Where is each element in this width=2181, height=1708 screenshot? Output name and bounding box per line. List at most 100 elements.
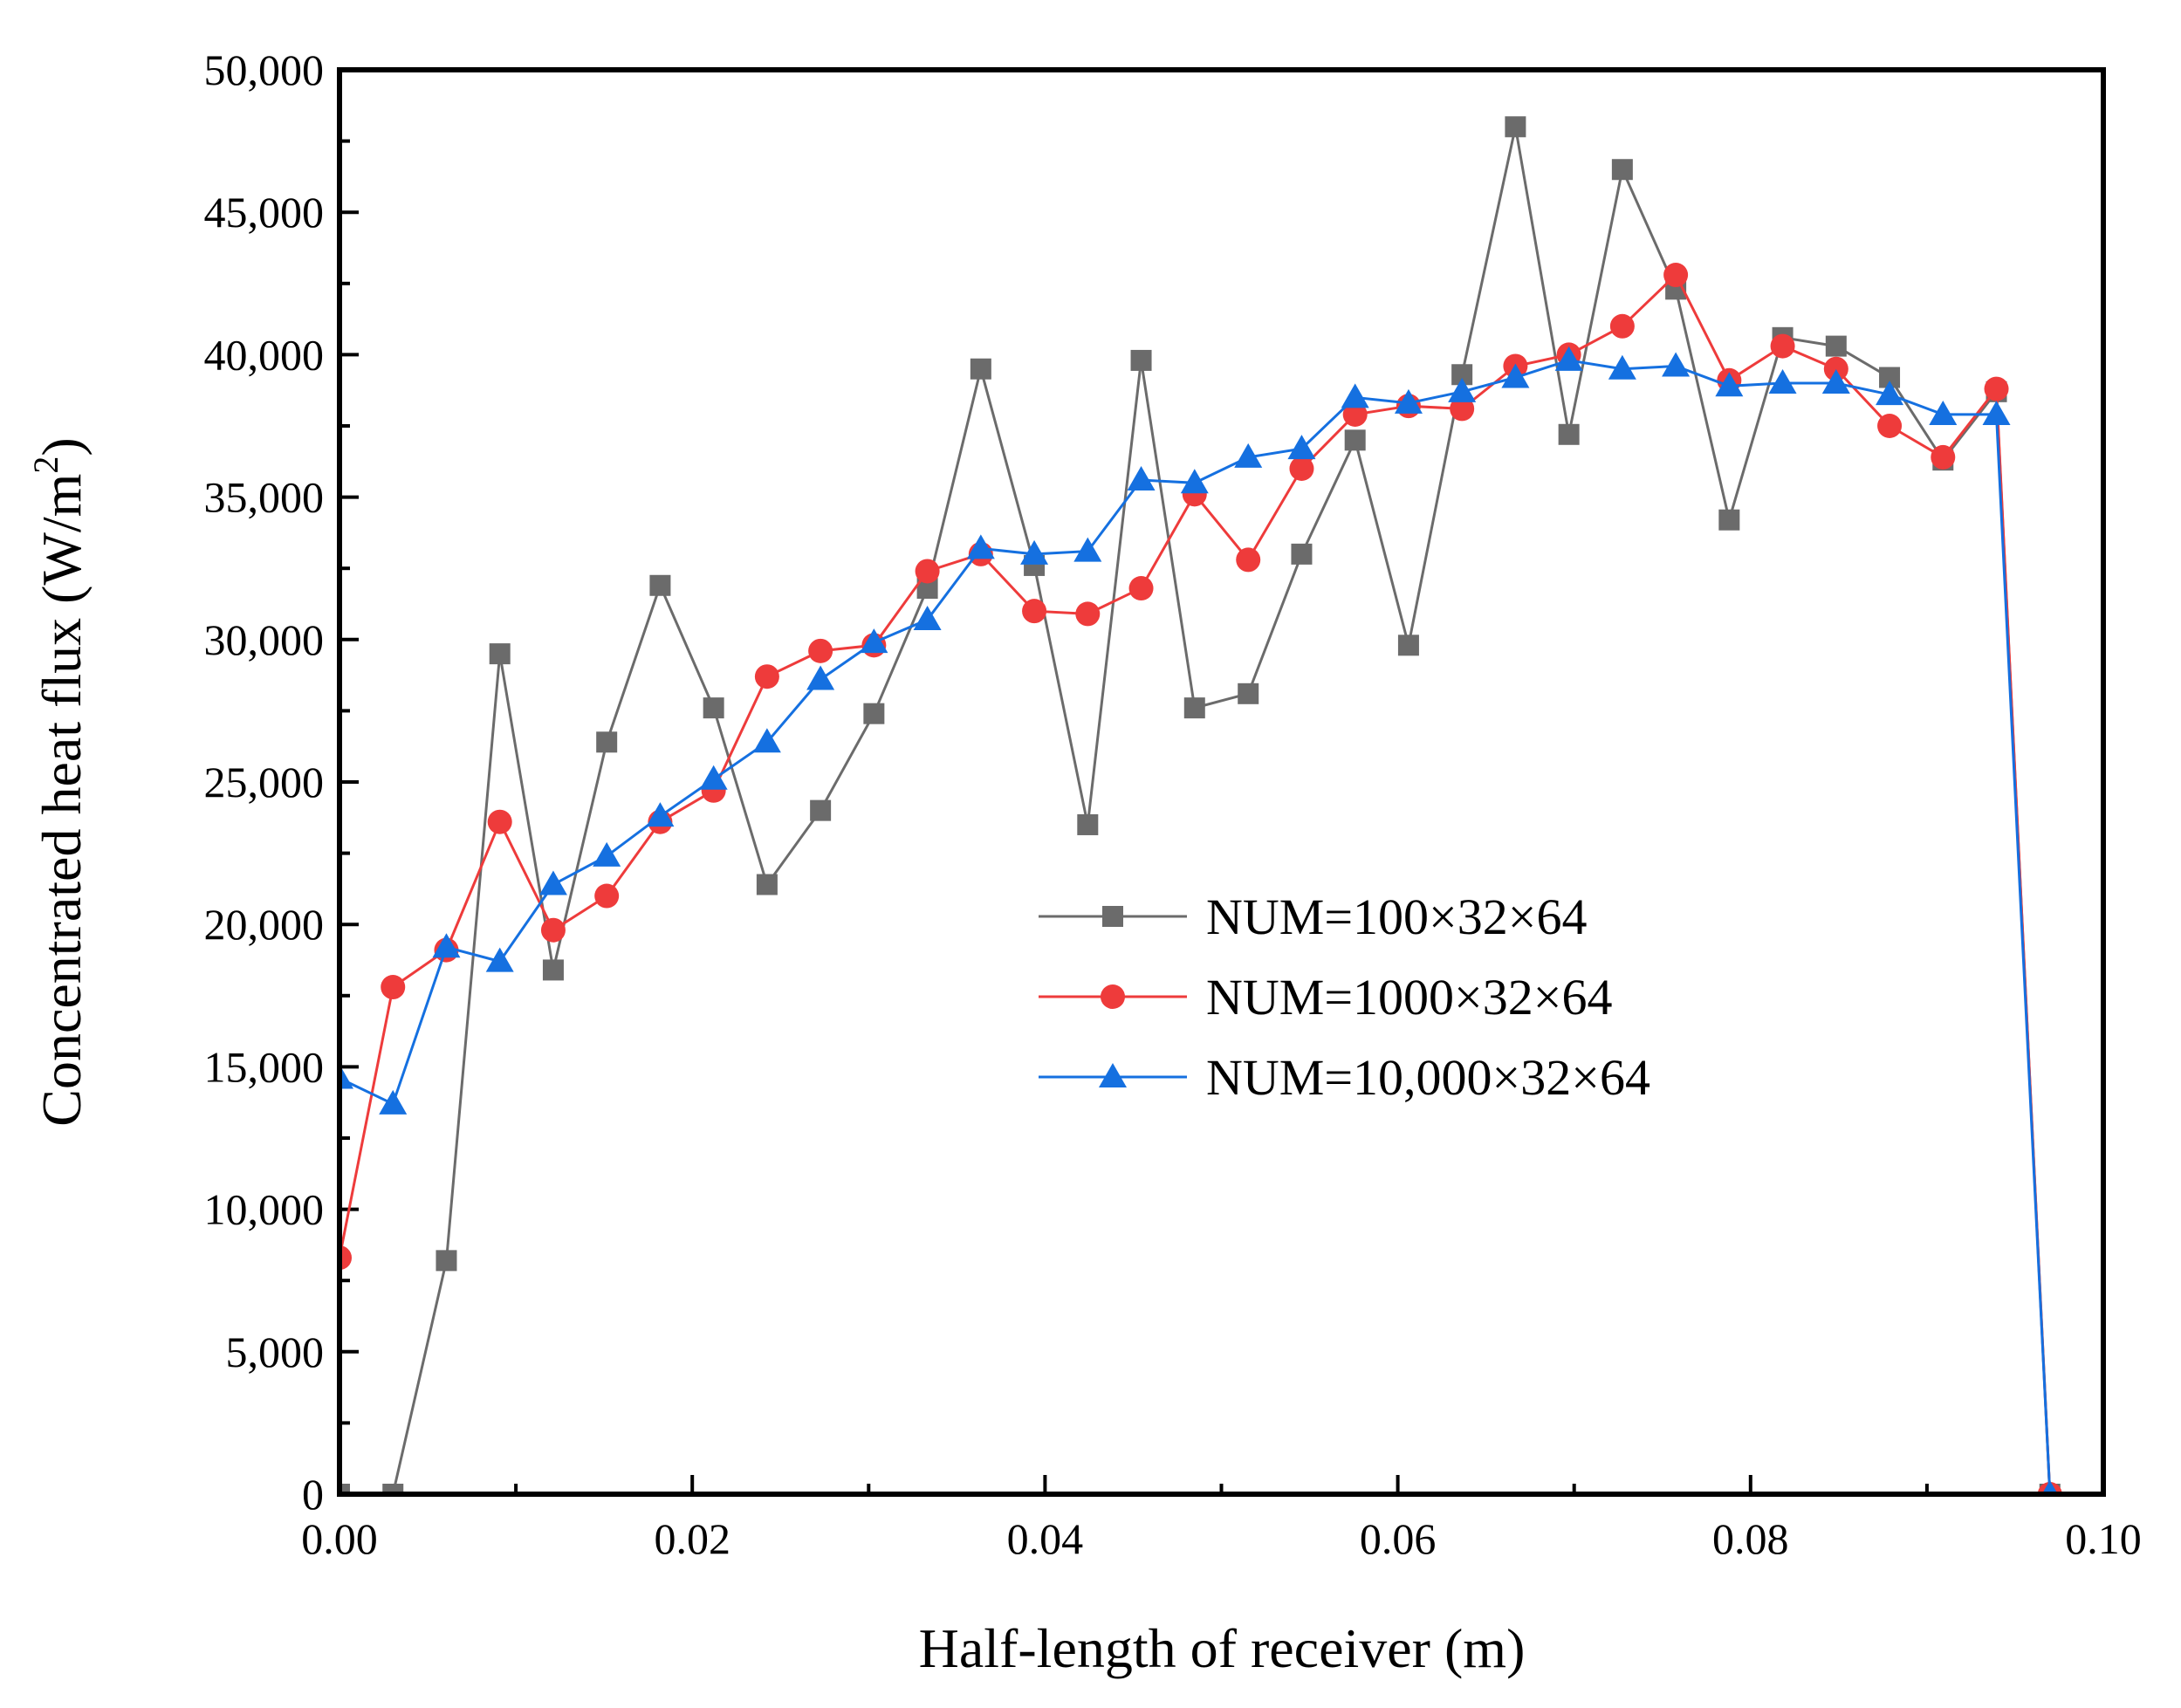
data-point — [540, 917, 566, 943]
data-point — [2041, 1480, 2058, 1494]
data-point — [1718, 509, 1740, 531]
data-point — [1127, 466, 1156, 491]
legend-marker — [1102, 906, 1123, 927]
x-axis-title: Half-length of receiver (m) — [919, 1617, 1526, 1679]
data-point — [646, 802, 675, 827]
legend: NUM=100×32×64 NUM=1000×32×64 NUM=10,000×32… — [1039, 888, 1650, 1106]
x-tick-label: 0.00 — [301, 1514, 378, 1563]
data-point — [1130, 349, 1152, 371]
data-point — [752, 728, 781, 753]
data-point — [1341, 383, 1369, 408]
data-point — [1501, 363, 1530, 388]
data-point — [596, 731, 618, 753]
y-tick-label: 45,000 — [204, 188, 325, 237]
data-point — [1825, 335, 1847, 357]
data-point — [489, 643, 511, 665]
series-2 — [337, 263, 2062, 1494]
data-point — [1183, 697, 1205, 719]
legend-label: NUM=1000×32×64 — [1206, 969, 1612, 1025]
data-point — [808, 638, 833, 663]
data-point — [436, 1250, 457, 1272]
data-point — [1823, 356, 1848, 381]
data-point — [381, 975, 406, 1000]
data-point — [913, 605, 942, 630]
data-point — [699, 765, 728, 790]
data-point — [966, 534, 995, 559]
data-point — [1929, 400, 1958, 425]
x-tick-label: 0.04 — [1007, 1514, 1084, 1563]
data-point — [863, 703, 885, 724]
data-point — [1128, 576, 1154, 601]
axis-ticks — [338, 68, 2105, 1496]
data-point — [810, 799, 832, 821]
data-point — [1073, 537, 1102, 562]
data-point — [1984, 376, 2009, 401]
data-point — [485, 947, 514, 972]
legend-label: NUM=100×32×64 — [1206, 888, 1587, 945]
data-point — [542, 959, 564, 981]
data-point — [1877, 414, 1903, 438]
data-point — [379, 1089, 408, 1115]
data-point — [649, 574, 671, 596]
data-point — [1768, 369, 1797, 394]
y-axis-title-main: Concentrated heat flux (W/m — [31, 474, 93, 1127]
y-tick-labels: 0 5,000 10,000 15,000 20,000 25,000 30,000 35,0… — [204, 45, 325, 1519]
data-point — [1662, 352, 1691, 377]
data-point — [1448, 377, 1477, 402]
data-point — [1663, 263, 1689, 288]
data-point — [593, 841, 621, 867]
series-line — [339, 359, 2052, 1494]
data-point — [806, 665, 835, 690]
data-point — [1234, 442, 1263, 468]
data-point — [1020, 539, 1049, 565]
y-tick-label: 0 — [302, 1470, 324, 1519]
x-tick-label: 0.02 — [654, 1514, 730, 1563]
y-tick-label: 25,000 — [204, 758, 325, 806]
series-line — [338, 272, 2052, 1494]
data-point — [703, 697, 724, 719]
x-tick-label: 0.08 — [1712, 1514, 1789, 1563]
y-tick-label: 20,000 — [204, 900, 325, 949]
data-point — [915, 559, 940, 584]
data-point — [754, 664, 779, 689]
legend-marker — [1099, 1063, 1127, 1087]
series-line — [339, 126, 2052, 1494]
series-3 — [337, 346, 2058, 1494]
data-point — [1821, 369, 1850, 394]
series-layer — [337, 116, 2062, 1494]
data-point — [1022, 599, 1047, 624]
data-point — [1611, 159, 1633, 181]
data-point — [432, 933, 461, 958]
y-axis-title: Concentrated heat flux (W/m2) — [26, 437, 93, 1126]
data-point — [1394, 388, 1423, 414]
y-tick-label: 10,000 — [204, 1185, 325, 1234]
data-point — [1609, 313, 1635, 339]
data-point — [1554, 346, 1583, 371]
data-point — [1291, 543, 1313, 565]
data-point — [1289, 456, 1314, 481]
data-point — [1180, 469, 1209, 494]
y-tick-label: 15,000 — [204, 1042, 325, 1091]
data-point — [1715, 372, 1744, 397]
data-point — [1450, 396, 1475, 422]
y-tick-label: 5,000 — [226, 1327, 325, 1376]
data-point — [1608, 354, 1636, 380]
legend-marker — [1101, 984, 1125, 1009]
y-tick-label: 40,000 — [204, 330, 325, 379]
series-1 — [337, 116, 2061, 1494]
data-point — [756, 874, 778, 895]
data-point — [1342, 401, 1368, 427]
data-point — [538, 870, 567, 895]
data-point — [1238, 683, 1259, 704]
data-point — [1397, 634, 1419, 656]
data-point — [1344, 429, 1366, 451]
data-point — [1077, 813, 1099, 835]
plot-frame — [337, 67, 2106, 1497]
data-point — [1982, 400, 2011, 425]
legend-label: NUM=10,000×32×64 — [1206, 1049, 1650, 1106]
data-point — [1770, 333, 1795, 359]
data-point — [1236, 547, 1261, 573]
x-tick-label: 0.06 — [1360, 1514, 1437, 1563]
x-tick-labels: 0.00 0.02 0.04 0.06 0.08 0.10 — [301, 1514, 2142, 1563]
